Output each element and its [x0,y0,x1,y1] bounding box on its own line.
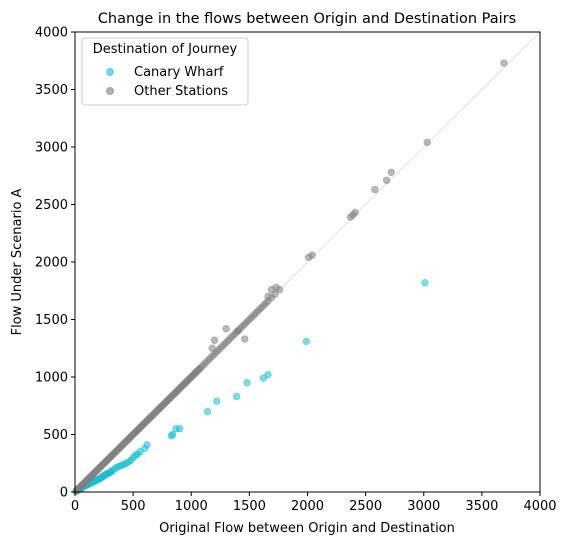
data-point-other-stations [272,283,280,291]
x-tick-label: 2000 [291,499,324,514]
legend-label-other-stations: Other Stations [134,84,228,99]
data-point-other-stations [500,59,508,67]
data-point-canary-wharf [302,337,311,346]
chart-title: Change in the flows between Origin and D… [98,11,516,27]
x-tick-label: 2500 [349,499,382,514]
data-point-other-stations [210,336,219,344]
y-tick-label: 3500 [35,83,68,98]
data-point-other-stations [382,176,391,185]
data-point-other-stations [387,168,395,176]
y-tick-label: 500 [43,428,68,443]
x-tick-label: 500 [121,499,146,514]
y-tick-label: 2500 [35,198,68,213]
data-point-canary-wharf [232,392,241,401]
data-point-canary-wharf [175,425,184,433]
y-tick-label: 2000 [35,256,68,271]
series-layer [72,59,508,496]
plot-area [72,31,541,496]
x-tick-label: 4000 [523,499,556,514]
legend-marker-canary-wharf [106,68,114,76]
data-point-canary-wharf [264,371,272,379]
data-point-other-stations [351,208,359,217]
x-axis: 0 500 1000 1500 2000 2500 3000 3500 4000 [71,492,557,514]
y-axis-label: Flow Under Scenario A [10,188,25,335]
x-tick-label: 1500 [233,499,266,514]
data-point-other-stations [423,138,431,147]
y-tick-label: 3000 [35,141,68,156]
x-tick-label: 0 [71,499,79,514]
data-point-other-stations [208,344,216,352]
data-point-canary-wharf [168,430,177,439]
y-tick-label: 4000 [35,26,68,41]
series-other-stations [72,59,508,495]
data-point-other-stations [222,325,230,333]
x-tick-label: 3500 [465,499,498,514]
data-point-other-stations [241,335,249,343]
y-tick-label: 0 [60,486,68,501]
legend-title: Destination of Journey [93,42,238,57]
data-point-canary-wharf [203,407,212,416]
data-point-other-stations [308,251,316,259]
data-point-canary-wharf [243,379,251,387]
data-point-canary-wharf [421,279,429,287]
legend-box [81,37,249,106]
legend-marker-other-stations [106,87,114,95]
data-point-other-stations [264,292,272,301]
legend-label-canary-wharf: Canary Wharf [134,65,224,80]
y-axis: 0 500 1000 1500 2000 2500 3000 3500 4000 [35,26,75,501]
x-tick-label: 3000 [407,499,440,514]
y-tick-label: 1500 [35,313,68,328]
data-point-other-stations [371,185,379,194]
y-tick-label: 1000 [35,371,68,386]
x-tick-label: 1000 [175,499,208,514]
data-point-canary-wharf [213,397,221,405]
data-point-canary-wharf [143,441,151,449]
legend: Destination of Journey Canary Wharf Othe… [81,37,249,106]
data-point-other-stations [234,327,242,335]
x-axis-label: Original Flow between Origin and Destina… [159,521,455,536]
